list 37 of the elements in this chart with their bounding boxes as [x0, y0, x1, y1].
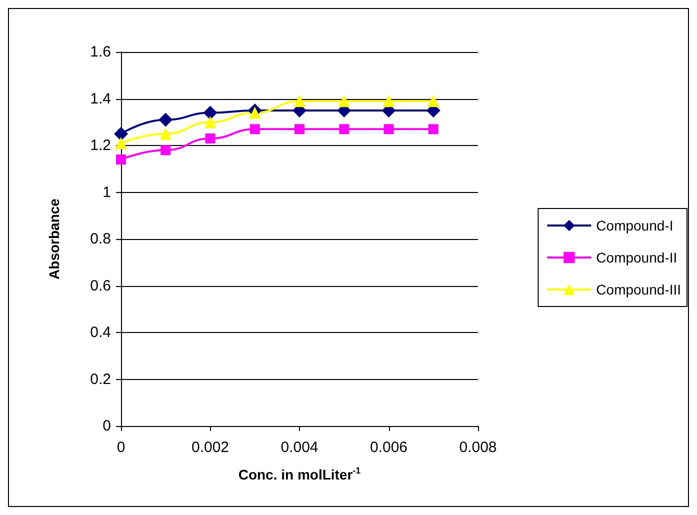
- point: [384, 124, 394, 134]
- y-tick-label: 0: [102, 418, 111, 434]
- x-tick-label: 0.008: [459, 439, 497, 456]
- point: [204, 116, 216, 128]
- point: [427, 95, 440, 108]
- point: [294, 124, 304, 134]
- point: [338, 95, 350, 108]
- y-tick-label: 1.6: [90, 44, 111, 60]
- legend-label: Compound-III: [596, 282, 682, 298]
- point: [158, 112, 173, 127]
- y-tick-label: 0.2: [90, 370, 111, 388]
- y-tick-label: 0.4: [90, 324, 111, 341]
- point: [160, 145, 171, 156]
- point: [382, 95, 395, 108]
- y-tick-label: 1.4: [90, 90, 111, 108]
- point: [114, 126, 128, 141]
- x-tick-label: 0.006: [370, 439, 408, 456]
- point: [339, 124, 350, 134]
- legend-label: Compound-II: [596, 250, 678, 266]
- y-tick-label: 1.2: [90, 137, 111, 154]
- point: [205, 133, 216, 144]
- y-tick-label: 1: [102, 184, 111, 201]
- point: [248, 106, 261, 119]
- y-tick-label: 0.6: [90, 277, 111, 294]
- x-tick-label: 0.004: [280, 439, 318, 456]
- x-tick-label: 0: [116, 439, 126, 456]
- y-tick-label: 0.8: [90, 230, 111, 248]
- x-tick-label: 0.002: [191, 439, 230, 456]
- point: [116, 154, 126, 165]
- point: [160, 128, 172, 140]
- legend-label: Compound-I: [596, 218, 674, 234]
- point: [294, 95, 306, 108]
- point: [203, 106, 218, 120]
- y-axis-title: Absorbance: [46, 198, 62, 280]
- point: [115, 137, 127, 150]
- point: [428, 124, 438, 134]
- point: [250, 124, 260, 134]
